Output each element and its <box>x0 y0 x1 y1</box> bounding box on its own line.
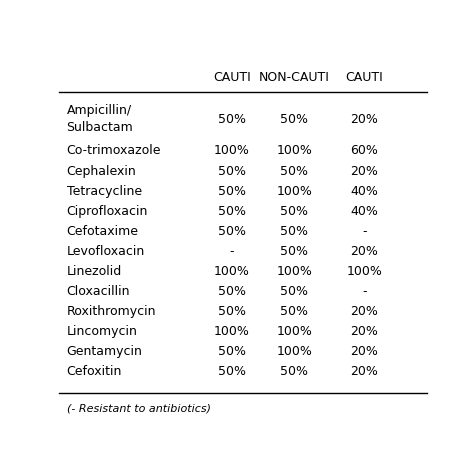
Text: (- Resistant to antibiotics): (- Resistant to antibiotics) <box>66 404 210 414</box>
Text: Cefoxitin: Cefoxitin <box>66 365 122 378</box>
Text: 50%: 50% <box>218 205 246 218</box>
Text: 20%: 20% <box>350 365 378 378</box>
Text: -: - <box>362 225 366 238</box>
Text: 100%: 100% <box>276 265 312 278</box>
Text: 50%: 50% <box>218 225 246 238</box>
Text: 50%: 50% <box>218 305 246 318</box>
Text: 100%: 100% <box>346 265 382 278</box>
Text: 100%: 100% <box>276 345 312 358</box>
Text: 20%: 20% <box>350 164 378 178</box>
Text: -: - <box>362 285 366 298</box>
Text: 50%: 50% <box>218 164 246 178</box>
Text: 50%: 50% <box>280 285 309 298</box>
Text: CAUTI: CAUTI <box>213 72 251 84</box>
Text: -: - <box>230 245 234 258</box>
Text: 40%: 40% <box>350 184 378 198</box>
Text: 20%: 20% <box>350 305 378 318</box>
Text: 100%: 100% <box>276 325 312 338</box>
Text: Tetracycline: Tetracycline <box>66 184 142 198</box>
Text: 100%: 100% <box>276 184 312 198</box>
Text: 50%: 50% <box>280 365 309 378</box>
Text: 20%: 20% <box>350 325 378 338</box>
Text: Ampicillin/
Sulbactam: Ampicillin/ Sulbactam <box>66 104 133 134</box>
Text: 50%: 50% <box>218 345 246 358</box>
Text: 50%: 50% <box>280 225 309 238</box>
Text: Co-trimoxazole: Co-trimoxazole <box>66 145 161 157</box>
Text: 100%: 100% <box>214 325 250 338</box>
Text: 100%: 100% <box>276 145 312 157</box>
Text: 100%: 100% <box>214 265 250 278</box>
Text: 50%: 50% <box>280 205 309 218</box>
Text: 50%: 50% <box>280 305 309 318</box>
Text: 60%: 60% <box>350 145 378 157</box>
Text: 50%: 50% <box>280 113 309 127</box>
Text: Lincomycin: Lincomycin <box>66 325 137 338</box>
Text: Roxithromycin: Roxithromycin <box>66 305 156 318</box>
Text: 50%: 50% <box>218 113 246 127</box>
Text: Cefotaxime: Cefotaxime <box>66 225 138 238</box>
Text: Ciprofloxacin: Ciprofloxacin <box>66 205 148 218</box>
Text: 50%: 50% <box>218 184 246 198</box>
Text: 20%: 20% <box>350 345 378 358</box>
Text: 50%: 50% <box>218 365 246 378</box>
Text: 50%: 50% <box>280 245 309 258</box>
Text: NON-CAUTI: NON-CAUTI <box>259 72 330 84</box>
Text: Gentamycin: Gentamycin <box>66 345 143 358</box>
Text: 50%: 50% <box>280 164 309 178</box>
Text: Cloxacillin: Cloxacillin <box>66 285 130 298</box>
Text: 20%: 20% <box>350 113 378 127</box>
Text: 20%: 20% <box>350 245 378 258</box>
Text: 40%: 40% <box>350 205 378 218</box>
Text: Cephalexin: Cephalexin <box>66 164 137 178</box>
Text: Levofloxacin: Levofloxacin <box>66 245 145 258</box>
Text: 50%: 50% <box>218 285 246 298</box>
Text: 100%: 100% <box>214 145 250 157</box>
Text: CAUTI: CAUTI <box>345 72 383 84</box>
Text: Linezolid: Linezolid <box>66 265 122 278</box>
